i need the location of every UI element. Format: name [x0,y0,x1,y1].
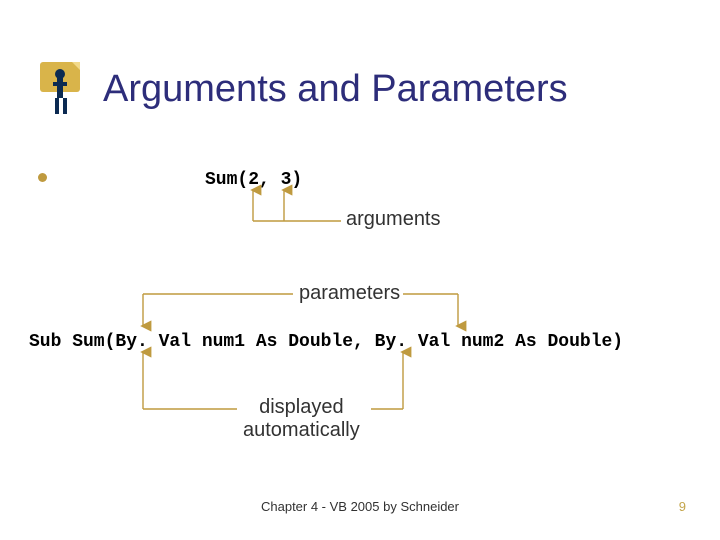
footer-text: Chapter 4 - VB 2005 by Schneider [0,499,720,514]
code-call: Sum(2, 3) [205,170,302,190]
label-parameters: parameters [299,282,400,305]
label-displayed-line2: automatically [243,419,360,441]
label-displayed-line1: displayed [259,396,344,418]
label-arguments: arguments [346,208,441,231]
slide: Arguments and Parameters Sum(2, 3) argum… [0,0,720,540]
slide-icon [38,60,86,120]
slide-title: Arguments and Parameters [103,68,568,111]
code-sub: Sub Sum(By. Val num1 As Double, By. Val … [29,332,623,352]
footer-page-number: 9 [679,499,686,514]
bullet-dot [38,173,47,182]
label-displayed: displayed automatically [243,396,360,442]
